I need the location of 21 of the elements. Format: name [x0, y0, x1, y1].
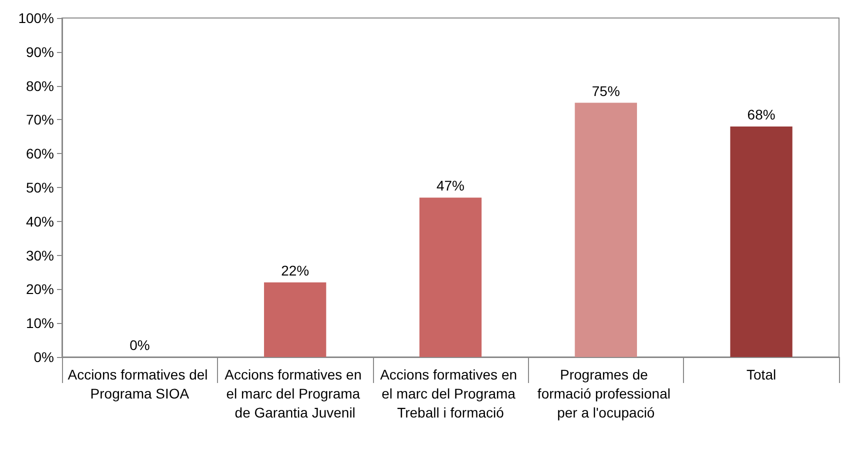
- y-tick-label: 100%: [18, 10, 54, 26]
- data-label: 47%: [436, 178, 465, 194]
- y-tick-label: 30%: [26, 247, 54, 264]
- data-label: 75%: [592, 82, 620, 99]
- data-label: 68%: [747, 106, 776, 122]
- y-tick-label: 0%: [34, 349, 54, 365]
- y-tick-label: 60%: [26, 146, 54, 162]
- x-tick-label: Accions formatives en el marc del Programa Treball i formació: [380, 366, 521, 420]
- y-tick-label: 20%: [26, 281, 54, 298]
- x-tick-label: Accions formatives en el marc del Programa de Garantia Juvenil: [224, 366, 366, 420]
- y-tick-label: 70%: [26, 112, 54, 128]
- data-label: 0%: [130, 337, 150, 353]
- y-tick-label: 10%: [26, 315, 54, 332]
- y-tick-label: 90%: [26, 44, 54, 60]
- x-tick-label: Accions formatives del Programa SIOA: [68, 366, 212, 402]
- data-label: 22%: [281, 262, 310, 278]
- x-tick-label: Total: [746, 366, 776, 382]
- y-tick-label: 40%: [26, 213, 54, 230]
- x-tick-label: Programes de formació professional per a l'ocupació: [537, 366, 674, 420]
- y-tick-label: 50%: [26, 180, 54, 196]
- y-tick-label: 80%: [26, 78, 54, 94]
